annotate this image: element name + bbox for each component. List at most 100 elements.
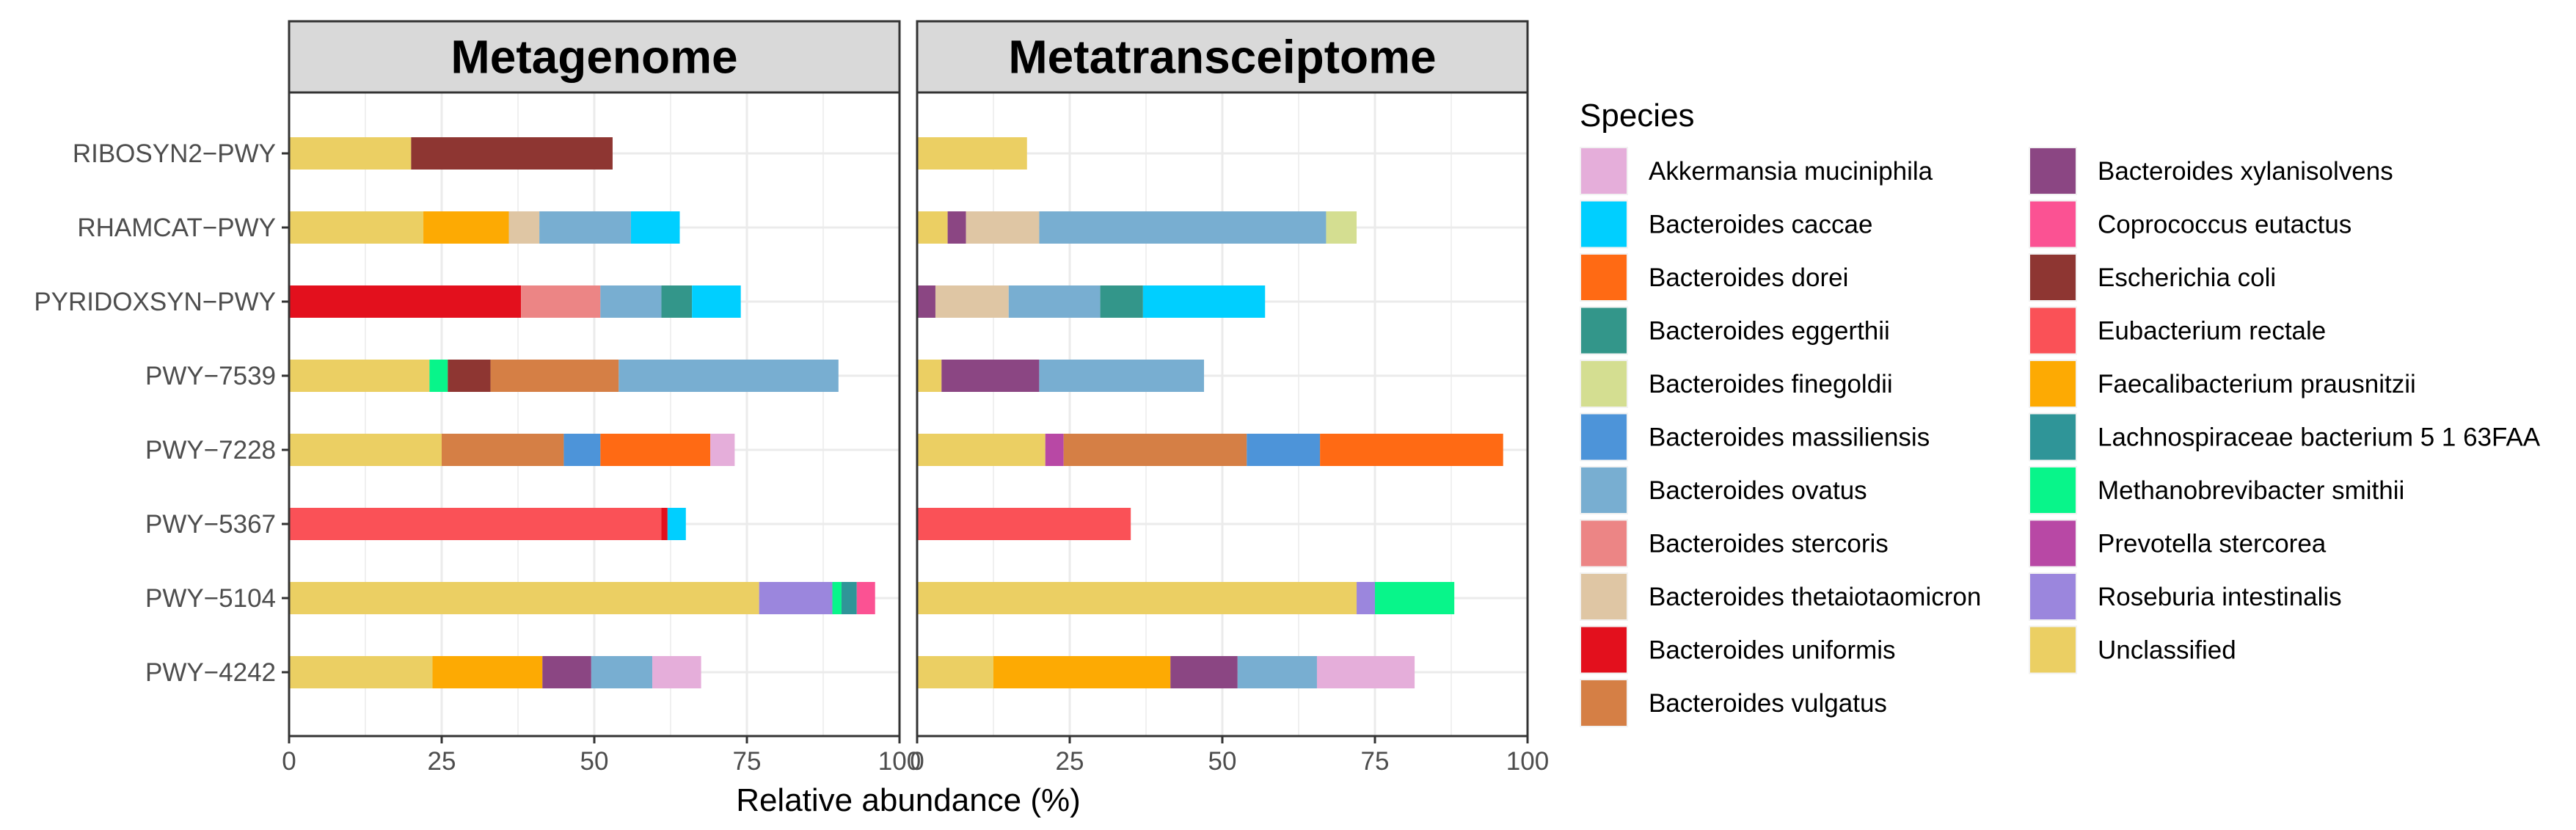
legend-item: Bacteroides finegoldii [1580, 360, 1893, 408]
bar-segment: Bacteroides ovatus: 13 [1237, 656, 1317, 688]
bar-segment: Bacteroides caccae: 8 [692, 285, 741, 318]
legend-label: Prevotella stercorea [2098, 530, 2327, 558]
x-tick-label: 0 [282, 747, 296, 776]
bar-segment: Methanobrevibacter smithii: 13 [1375, 582, 1455, 614]
bar-segment: Bacteroides dorei: 30 [1320, 434, 1503, 466]
legend-label: Lachnospiraceae bacterium 5 1 63FAA [2098, 423, 2541, 452]
bar-segment: Bacteroides ovatus: 27 [1039, 360, 1205, 392]
bar-segment: Akkermansia muciniphila: 16 [1316, 656, 1415, 688]
bar-segment: Methanobrevibacter smithii: 1.5 [832, 582, 842, 614]
bars: Unclassified: 18Unclassified: 5Bacteroid… [917, 137, 1503, 688]
bar-segment: Bacteroides ovatus: 10 [591, 656, 653, 688]
legend-item: Bacteroides dorei [1580, 253, 1848, 302]
legend-swatch [2030, 467, 2076, 513]
legend-label: Bacteroides eggerthii [1649, 317, 1890, 346]
bar-segment: Bacteroides ovatus: 47 [1039, 211, 1327, 244]
legend-item: Prevotella stercorea [2029, 519, 2327, 568]
legend-item: Bacteroides caccae [1580, 200, 1872, 249]
bar-segment: Bacteroides caccae: 20 [1142, 285, 1266, 318]
panel-1: Metatransceiptome Unclassified: 18 Unclass… [910, 20, 1549, 776]
bar-segment: Bacteroides xylanisolvens: 3 [947, 211, 966, 244]
bar-segment: Eubacterium rectale: 35 [917, 508, 1131, 540]
legend-swatch [2030, 307, 2076, 354]
bar-segment: Akkermansia muciniphila: 8 [652, 656, 701, 688]
legend-swatch [1581, 307, 1627, 354]
legend-item: Bacteroides ovatus [1580, 466, 1867, 514]
y-tick-label: RHAMCAT−PWY [77, 214, 276, 242]
bar-segment: Faecalibacterium prausnitzii: 18 [432, 656, 543, 688]
bar-segment: Bacteroides vulgatus: 21 [490, 360, 619, 392]
bar-segment: Bacteroides caccae: 3 [667, 508, 686, 540]
legend-item: Coprococcus eutactus [2029, 200, 2351, 249]
bar-segment: Unclassified: 4 [917, 360, 942, 392]
y-tick-label: PWY−7539 [145, 362, 276, 390]
bar-segment: Bacteroides thetaiotaomicron: 12 [935, 285, 1009, 318]
legend-swatch [2030, 361, 2076, 407]
bar-segment: Methanobrevibacter smithii: 3 [429, 360, 448, 392]
bar-segment: Escherichia coli: 7 [448, 360, 491, 392]
legend-swatch [1581, 361, 1627, 407]
legend-label: Akkermansia muciniphila [1649, 157, 1933, 186]
x-tick-label: 50 [1208, 747, 1237, 776]
legend-item: Bacteroides massiliensis [1580, 412, 1930, 462]
legend-label: Bacteroides stercoris [1649, 530, 1889, 558]
x-tick-label: 75 [1361, 747, 1390, 776]
bar-segment: Bacteroides ovatus: 15 [539, 211, 631, 244]
x-axis-title: Relative abundance (%) [736, 782, 1081, 818]
bar-segment: Unclassified: 20 [289, 137, 412, 170]
bar-segment: Bacteroides ovatus: 15 [1008, 285, 1101, 318]
bar-segment: Bacteroides xylanisolvens: 11 [1170, 656, 1238, 688]
bar-segment: Faecalibacterium prausnitzii: 29 [993, 656, 1171, 688]
bar-segment: Unclassified: 77 [289, 582, 759, 614]
bar-segment: Akkermansia muciniphila: 4 [710, 434, 735, 466]
legend-label: Eubacterium rectale [2098, 317, 2326, 346]
x-tick-label: 100 [1506, 747, 1549, 776]
legend-label: Roseburia intestinalis [2098, 583, 2342, 611]
legend-swatch [1581, 520, 1627, 567]
legend-swatch [1581, 414, 1627, 460]
legend-item: Akkermansia muciniphila [1580, 147, 1933, 195]
grid [288, 92, 901, 736]
bar-segment: Unclassified: 22 [289, 211, 424, 244]
y-tick-label: RIBOSYN2−PWY [73, 139, 276, 168]
bar-segment: Unclassified: 25 [289, 434, 442, 466]
legend-label: Bacteroides caccae [1649, 211, 1872, 239]
y-tick-label: PYRIDOXSYN−PWY [34, 288, 276, 316]
legend-item: Faecalibacterium prausnitzii [2029, 360, 2416, 408]
legend-label: Bacteroides finegoldii [1649, 370, 1893, 398]
legend-label: Bacteroides xylanisolvens [2098, 157, 2393, 186]
legend-swatch [2030, 627, 2076, 673]
bar-segment: Unclassified: 12.5 [917, 656, 993, 688]
legend-swatch [1581, 680, 1627, 726]
panels-layer: Metagenome Unclassified: 20 Escherichia co… [282, 20, 1549, 776]
legend-swatch [2030, 574, 2076, 619]
legend-item: Escherichia coli [2029, 253, 2276, 302]
legend-label: Unclassified [2098, 636, 2236, 665]
bar-segment: Unclassified: 18 [917, 137, 1027, 170]
legend-swatch [1581, 148, 1627, 194]
panel-title: Metagenome [450, 31, 737, 84]
legend-swatch [2030, 520, 2076, 567]
bar-segment: Bacteroides xylanisolvens: 8 [542, 656, 591, 688]
legend-swatch [1581, 255, 1627, 300]
bar-segment: Roseburia intestinalis: 3 [1357, 582, 1375, 614]
legend-swatch [1581, 574, 1627, 619]
legend-swatch [1581, 467, 1627, 513]
bar-segment: Coprococcus eutactus: 3 [856, 582, 875, 614]
legend-label: Escherichia coli [2098, 263, 2276, 292]
legend-label: Bacteroides massiliensis [1649, 423, 1930, 452]
x-tick-label: 25 [1056, 747, 1084, 776]
x-axis: 0 25 50 75 100 [910, 736, 1549, 776]
panel-strip [288, 20, 901, 94]
bar-segment: Bacteroides dorei: 18 [600, 434, 711, 466]
x-tick-label: 0 [910, 747, 924, 776]
panel-0: Metagenome Unclassified: 20 Escherichia co… [282, 20, 921, 776]
bar-segment: Bacteroides uniformis: 38 [289, 285, 522, 318]
bar-segment: Bacteroides xylanisolvens: 3 [917, 285, 935, 318]
legend-label: Methanobrevibacter smithii [2098, 476, 2404, 505]
bar-segment: Faecalibacterium prausnitzii: 14 [423, 211, 509, 244]
panel-strip [916, 20, 1529, 94]
bar-segment: Bacteroides massiliensis: 6 [563, 434, 601, 466]
legend-swatch [1581, 201, 1627, 247]
